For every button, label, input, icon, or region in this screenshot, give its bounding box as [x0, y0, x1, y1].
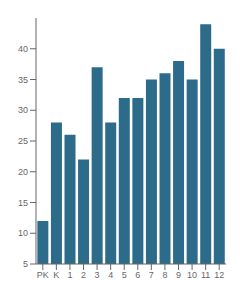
svg-text:5: 5	[23, 259, 28, 269]
svg-text:30: 30	[18, 105, 28, 115]
svg-text:12: 12	[214, 270, 224, 280]
svg-text:11: 11	[201, 270, 210, 280]
svg-text:4: 4	[108, 270, 113, 280]
svg-text:PK: PK	[37, 270, 49, 280]
svg-text:35: 35	[18, 75, 28, 85]
svg-text:K: K	[53, 270, 59, 280]
svg-text:2: 2	[81, 270, 86, 280]
svg-text:6: 6	[135, 270, 140, 280]
svg-text:15: 15	[18, 198, 28, 208]
svg-text:25: 25	[18, 136, 28, 146]
svg-text:40: 40	[18, 44, 28, 54]
svg-text:10: 10	[18, 228, 28, 238]
svg-text:10: 10	[187, 270, 197, 280]
svg-text:5: 5	[122, 270, 127, 280]
svg-text:3: 3	[95, 270, 100, 280]
svg-text:1: 1	[67, 270, 72, 280]
svg-text:7: 7	[149, 270, 154, 280]
svg-text:20: 20	[18, 167, 28, 177]
svg-text:9: 9	[176, 270, 181, 280]
svg-text:8: 8	[162, 270, 167, 280]
